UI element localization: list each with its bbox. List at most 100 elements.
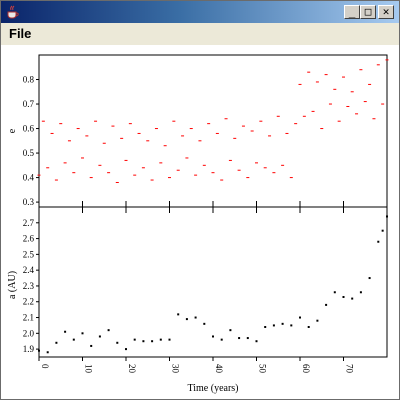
data-point bbox=[142, 340, 145, 343]
data-point bbox=[220, 338, 223, 341]
data-point bbox=[181, 135, 185, 137]
data-point bbox=[376, 64, 380, 66]
data-point bbox=[325, 303, 328, 306]
x-tick-label: 60 bbox=[301, 364, 311, 374]
bottom-ylabel: a (AU) bbox=[7, 271, 18, 299]
title-bar[interactable]: _ □ ✕ bbox=[1, 1, 399, 23]
x-tick-label: 0 bbox=[40, 364, 50, 369]
data-point bbox=[285, 132, 289, 134]
data-point bbox=[337, 120, 341, 122]
data-point bbox=[381, 103, 385, 105]
data-point bbox=[264, 326, 267, 328]
data-point bbox=[315, 81, 319, 83]
data-point bbox=[176, 169, 180, 171]
data-point bbox=[224, 118, 228, 120]
data-point bbox=[67, 140, 71, 142]
x-tick-label: 40 bbox=[214, 364, 224, 374]
data-point bbox=[185, 318, 188, 321]
data-point bbox=[198, 140, 202, 142]
data-point bbox=[150, 179, 154, 181]
data-point bbox=[202, 164, 206, 166]
data-point bbox=[307, 71, 311, 73]
data-point bbox=[90, 344, 93, 347]
data-point bbox=[368, 83, 372, 85]
data-point bbox=[185, 157, 189, 159]
maximize-button[interactable]: □ bbox=[360, 5, 376, 19]
data-point bbox=[368, 277, 371, 280]
data-point bbox=[342, 76, 345, 78]
menu-bar: File bbox=[1, 23, 399, 45]
data-point bbox=[64, 330, 67, 333]
data-point bbox=[302, 115, 306, 117]
data-point bbox=[54, 179, 58, 181]
data-point bbox=[76, 128, 80, 130]
data-point bbox=[72, 172, 76, 174]
data-point bbox=[263, 167, 267, 169]
bottom-chart-layer: 1.9 2.0 2.1 2.2 2.3 2.4 2.5 2.6 2.7 0 10 20 30 40 50 60… bbox=[23, 215, 388, 374]
data-point bbox=[333, 291, 336, 294]
data-point bbox=[246, 177, 250, 179]
y-tick-label: 2.6 bbox=[23, 234, 35, 244]
data-point bbox=[385, 59, 389, 61]
data-point bbox=[324, 74, 328, 76]
data-point bbox=[111, 125, 115, 127]
bottom-xlabel: Time (years) bbox=[187, 383, 238, 394]
data-point bbox=[250, 130, 254, 132]
y-tick-label: 2.3 bbox=[23, 281, 35, 291]
data-point bbox=[259, 120, 263, 122]
y-tick-label: 0.8 bbox=[23, 75, 35, 85]
data-point bbox=[298, 83, 302, 85]
data-point bbox=[290, 324, 293, 327]
data-point bbox=[102, 142, 106, 144]
data-point bbox=[215, 132, 219, 134]
data-point bbox=[207, 123, 211, 125]
y-tick-label: 0.7 bbox=[23, 99, 35, 109]
data-point bbox=[228, 159, 232, 161]
data-point bbox=[294, 123, 298, 125]
data-point bbox=[255, 340, 258, 343]
data-point bbox=[311, 110, 315, 112]
data-point bbox=[233, 137, 237, 139]
data-point bbox=[168, 177, 171, 179]
close-button[interactable]: ✕ bbox=[378, 5, 394, 19]
data-point bbox=[151, 340, 154, 343]
top-ylabel: e bbox=[7, 128, 18, 133]
data-point bbox=[168, 338, 171, 341]
data-point bbox=[272, 324, 275, 327]
data-point bbox=[241, 125, 245, 127]
data-point bbox=[128, 123, 132, 125]
data-point bbox=[289, 177, 293, 179]
data-point bbox=[189, 128, 193, 130]
minimize-icon: _ bbox=[348, 5, 356, 18]
data-point bbox=[212, 335, 214, 338]
data-point bbox=[120, 137, 124, 139]
data-point bbox=[55, 341, 58, 344]
file-menu[interactable]: File bbox=[9, 26, 32, 41]
data-point bbox=[246, 337, 249, 340]
data-point bbox=[255, 162, 258, 164]
y-tick-label: 2.2 bbox=[23, 297, 34, 307]
data-point bbox=[276, 115, 280, 117]
x-tick-label: 30 bbox=[171, 364, 181, 374]
data-point bbox=[59, 123, 63, 125]
data-point bbox=[159, 162, 163, 164]
data-point bbox=[386, 215, 388, 218]
data-point bbox=[342, 296, 345, 298]
data-point bbox=[372, 118, 376, 120]
data-point bbox=[89, 177, 93, 179]
data-point bbox=[320, 128, 324, 130]
data-point bbox=[81, 332, 84, 335]
data-point bbox=[238, 337, 241, 340]
data-point bbox=[46, 167, 50, 169]
minimize-button[interactable]: _ bbox=[344, 5, 360, 19]
y-tick-label: 2.4 bbox=[23, 265, 35, 275]
data-point bbox=[63, 162, 67, 164]
x-tick-label: 20 bbox=[127, 364, 137, 374]
data-point bbox=[355, 113, 359, 115]
data-point bbox=[98, 335, 101, 338]
data-point bbox=[229, 329, 232, 332]
data-point bbox=[203, 322, 206, 325]
data-point bbox=[211, 172, 215, 174]
data-point bbox=[377, 240, 380, 243]
